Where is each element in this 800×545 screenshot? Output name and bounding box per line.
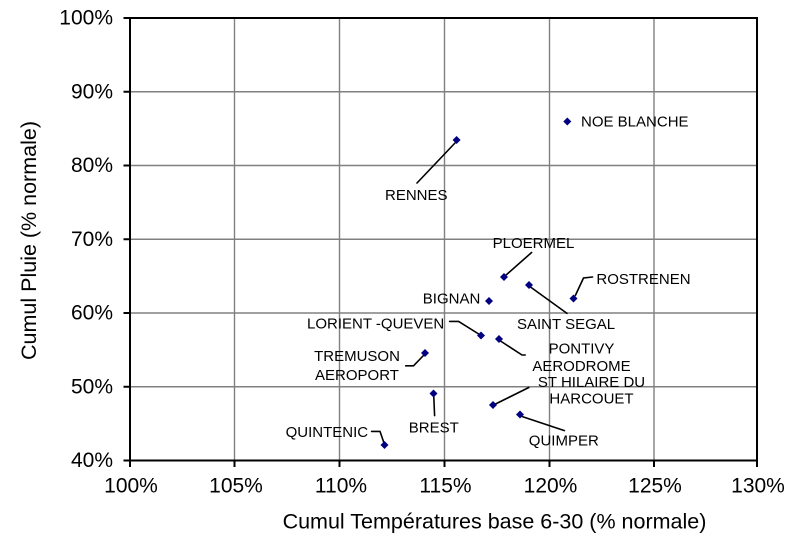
svg-text:SAINT SEGAL: SAINT SEGAL: [517, 316, 615, 333]
svg-text:AERODROME: AERODROME: [532, 358, 630, 375]
svg-text:TREMUSON: TREMUSON: [314, 348, 400, 365]
svg-text:QUINTENIC: QUINTENIC: [286, 424, 369, 441]
svg-text:Cumul Températures base 6-30 (: Cumul Températures base 6-30 (% normale): [283, 510, 707, 534]
svg-text:130%: 130%: [731, 475, 785, 498]
svg-text:40%: 40%: [71, 449, 113, 472]
svg-text:105%: 105%: [209, 475, 263, 498]
svg-text:100%: 100%: [104, 475, 158, 498]
svg-text:60%: 60%: [71, 302, 113, 325]
svg-text:RENNES: RENNES: [385, 187, 448, 204]
svg-text:LORIENT -QUEVEN: LORIENT -QUEVEN: [307, 316, 444, 333]
svg-text:QUIMPER: QUIMPER: [529, 433, 599, 450]
svg-text:70%: 70%: [71, 228, 113, 251]
svg-text:ST HILAIRE DU: ST HILAIRE DU: [538, 374, 645, 391]
svg-text:100%: 100%: [59, 7, 113, 30]
svg-text:PLOERMEL: PLOERMEL: [493, 235, 575, 252]
svg-text:115%: 115%: [419, 475, 471, 498]
svg-text:80%: 80%: [71, 154, 113, 177]
svg-text:Cumul Pluie (% normale): Cumul Pluie (% normale): [17, 121, 41, 360]
svg-text:NOE BLANCHE: NOE BLANCHE: [581, 114, 689, 131]
svg-text:ROSTRENEN: ROSTRENEN: [596, 271, 690, 288]
svg-text:BIGNAN: BIGNAN: [423, 290, 481, 307]
svg-text:PONTIVY: PONTIVY: [549, 341, 615, 358]
svg-text:50%: 50%: [71, 375, 113, 398]
svg-text:HARCOUET: HARCOUET: [549, 391, 633, 408]
svg-text:110%: 110%: [315, 475, 367, 498]
svg-text:90%: 90%: [71, 80, 113, 103]
svg-text:BREST: BREST: [409, 420, 459, 437]
svg-text:120%: 120%: [524, 475, 578, 498]
svg-text:125%: 125%: [628, 475, 682, 498]
svg-text:AEROPORT: AEROPORT: [315, 367, 399, 384]
